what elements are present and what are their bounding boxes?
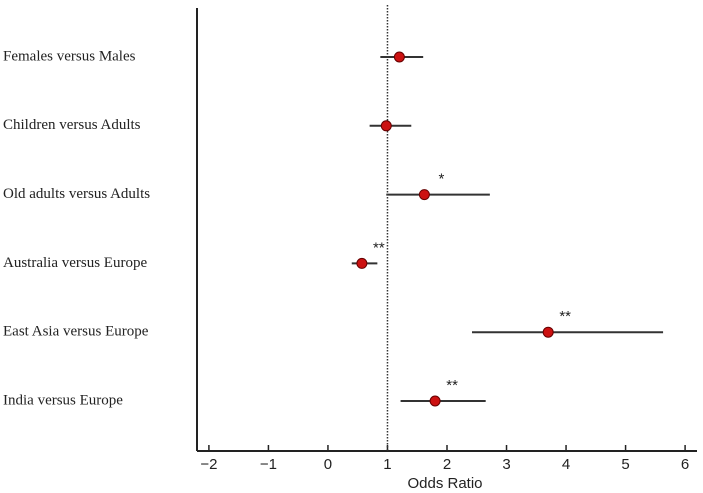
x-tick-label: 6 <box>681 456 689 473</box>
x-axis-label: Odds Ratio <box>407 475 482 492</box>
point <box>418 189 430 201</box>
x-tick-label: 3 <box>502 456 510 473</box>
x-tick-label: −1 <box>260 456 277 473</box>
category-label: Australia versus Europe <box>3 255 147 271</box>
point <box>393 51 405 63</box>
significance-label: * <box>438 171 444 188</box>
significance-label: ** <box>373 239 385 256</box>
point <box>429 395 441 407</box>
category-label: Children versus Adults <box>3 117 141 133</box>
significance-label: ** <box>559 308 571 325</box>
point <box>542 326 554 338</box>
significance-label: ** <box>446 377 458 394</box>
x-tick-label: −2 <box>200 456 217 473</box>
category-label: East Asia versus Europe <box>3 324 149 340</box>
x-tick-label: 4 <box>562 456 570 473</box>
category-label: India versus Europe <box>3 392 123 408</box>
x-tick-label: 5 <box>621 456 629 473</box>
category-label: Old adults versus Adults <box>3 186 150 202</box>
point <box>356 257 368 269</box>
x-tick-label: 2 <box>443 456 451 473</box>
x-tick-label: 1 <box>383 456 391 473</box>
point <box>380 120 392 132</box>
x-tick-label: 0 <box>324 456 332 473</box>
category-label: Females versus Males <box>3 48 136 64</box>
